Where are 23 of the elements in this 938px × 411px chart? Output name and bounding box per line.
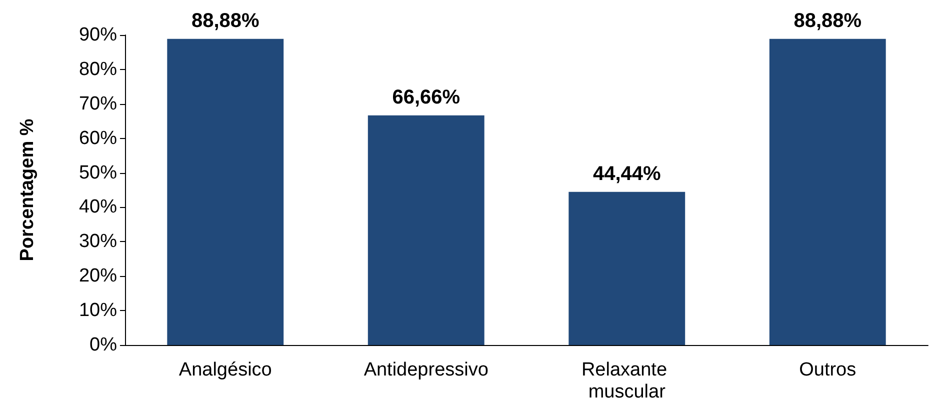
y-axis-title: Porcentagem % [17,118,38,262]
bar [769,38,886,345]
data-label: 44,44% [592,162,661,185]
y-tick-label: 10% [78,300,118,322]
y-tick-label: 70% [78,93,118,114]
data-label: 88,88% [191,10,260,32]
y-tick-label: 0% [90,334,118,356]
x-tick-label: Antidepressivo [364,360,488,380]
y-tick-label: 90% [78,24,118,46]
y-tick-label: 30% [78,231,118,252]
data-label: 88,88% [794,10,862,32]
bar [167,38,284,345]
data-label: 66,66% [392,86,460,108]
y-tick-label: 60% [78,128,118,149]
bar [568,192,686,345]
y-tick-label: 40% [78,196,118,218]
y-tick-label: 50% [78,162,118,184]
x-tick-label: Analgésico [178,360,272,380]
y-tick-label: 80% [78,58,118,80]
y-tick-label: 20% [78,266,118,287]
x-tick-label: Relaxante muscular [581,360,672,402]
bar [368,115,484,345]
x-tick-label: Outros [799,360,856,380]
